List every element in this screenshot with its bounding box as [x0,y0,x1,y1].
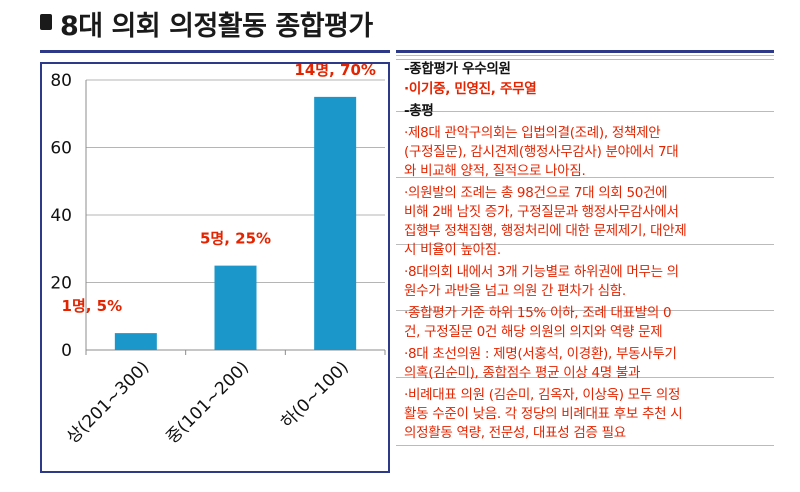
title-bullet-icon [40,14,52,30]
data-label: 5명, 25% [200,230,271,248]
data-label: 14명, 70% [294,64,376,79]
summary-line: ·의원발의 조례는 총 98건으로 7대 의회 50건에 [404,185,668,201]
panel-rule [396,377,774,378]
summary-line: 의혹(김순미), 종합점수 평균 이상 4명 불과 [404,365,641,381]
summary-line: ·비례대표 의원 (김순미, 김옥자, 이상옥) 모두 의정 [404,387,681,403]
summary-line: ·이기중, 민영진, 주무열 [404,81,537,97]
title-divider-left [40,50,390,53]
y-tick-label: 0 [61,341,72,361]
summary-line: (구정질문), 감시견제(행정사무감사) 분야에서 7대 [404,144,679,160]
y-tick-label: 40 [50,206,72,226]
panel-rule [396,310,774,311]
summary-line: 활동 수준이 낮음. 각 정당의 비례대표 후보 추천 시 [404,406,683,422]
data-label: 1명, 5% [62,297,123,315]
bar-chart: 0 20 40 60 80 1명, 5% 상(201~300) 5명, 25% 중(101~20… [50,61,386,448]
x-tick-label: 상(201~300) [63,357,154,448]
panel-rule [396,55,774,56]
summary-line: 비해 2배 남짓 증가, 구정질문과 행정사무감사에서 [404,204,679,220]
summary-line: -총평 [404,103,434,119]
panel-rule [396,111,774,112]
summary-line: 의정활동 역량, 전문성, 대표성 검증 필요 [404,425,626,441]
summary-line: 집행부 정책집행, 행정처리에 대한 문제제기, 대안제 [404,223,687,239]
chart-panel: 0 20 40 60 80 1명, 5% 상(201~300) 5명, 25% 중(101~20… [40,61,390,473]
summary-line: 와 비교해 양적, 질적으로 나아짐. [404,163,586,179]
panel-rule [396,445,774,446]
summary-line: 시 비율이 높아짐. [404,242,501,258]
summary-line: ·8대의회 내에서 3개 기능별로 하위권에 머무는 의 [404,264,679,280]
bar [314,96,357,350]
panel-rule [396,59,774,60]
panel-rule [396,177,774,178]
summary-line: 건, 구정질문 0건 해당 의원의 의지와 역량 문제 [404,324,663,340]
x-tick-label: 중(101~200) [162,357,253,448]
y-tick-label: 60 [50,139,72,159]
page-title: 8대 의회 의정활동 종합평가 [60,11,373,42]
summary-line: ·8대 초선의원 : 제명(서홍석, 이경환), 부동사투기 [404,346,677,362]
y-tick-label: 80 [50,71,72,91]
bar [114,333,157,350]
panel-rule [396,244,774,245]
x-tick-label: 하(0~100) [277,357,352,432]
summary-line: ·종합평가 기준 하위 15% 이하, 조례 대표발의 0 [404,305,672,321]
summary-line: -종합평가 우수의원 [404,61,511,77]
bar [214,265,257,350]
y-tick-label: 20 [50,274,72,294]
title-divider-right [396,50,774,53]
summary-line: ·제8대 관악구의회는 입법의결(조례), 정책제안 [404,125,661,141]
summary-panel: -종합평가 우수의원 ·이기중, 민영진, 주무열 -총평 ·제8대 관악구의회는… [396,55,774,473]
summary-line: 원수가 과반을 넘고 의원 간 편차가 심함. [404,283,626,299]
